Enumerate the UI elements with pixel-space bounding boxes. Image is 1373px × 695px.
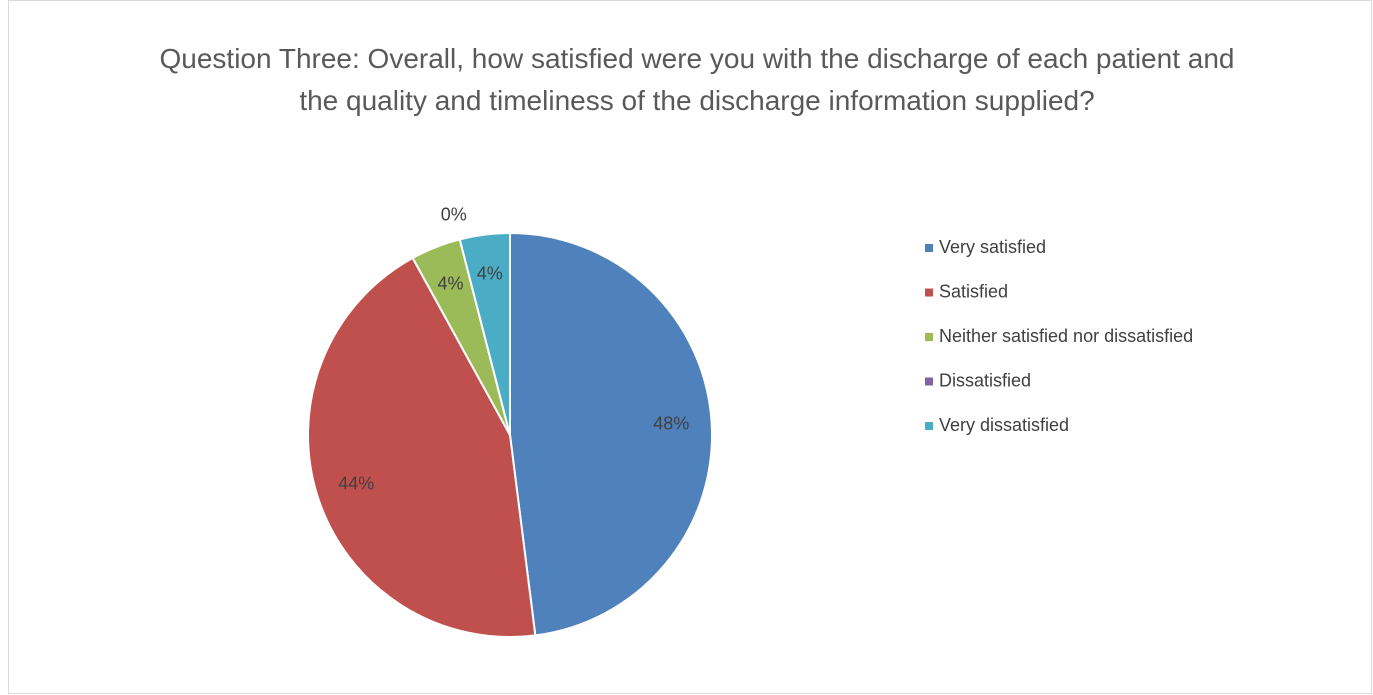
data-label: 4% xyxy=(477,263,503,283)
data-label: 48% xyxy=(653,414,689,434)
legend-label: Very dissatisfied xyxy=(939,415,1069,435)
legend-label: Dissatisfied xyxy=(939,370,1031,390)
chart-title: Question Three: Overall, how satisfied w… xyxy=(159,43,1235,116)
pie-slice xyxy=(509,231,713,637)
pie-slice xyxy=(458,231,511,436)
pie-slice xyxy=(307,256,537,638)
legend-swatch xyxy=(925,377,933,386)
legend-label: Very satisfied xyxy=(939,237,1046,257)
legend-swatch xyxy=(925,422,933,430)
legend-swatch xyxy=(925,333,933,341)
legend-swatch xyxy=(925,288,933,297)
legend-label: Satisfied xyxy=(939,281,1008,301)
data-label: 44% xyxy=(338,474,374,494)
legend-swatch xyxy=(925,244,933,252)
data-label: 4% xyxy=(438,273,464,293)
data-label: 0% xyxy=(441,205,467,225)
legend-label: Neither satisfied nor dissatisfied xyxy=(939,326,1193,346)
